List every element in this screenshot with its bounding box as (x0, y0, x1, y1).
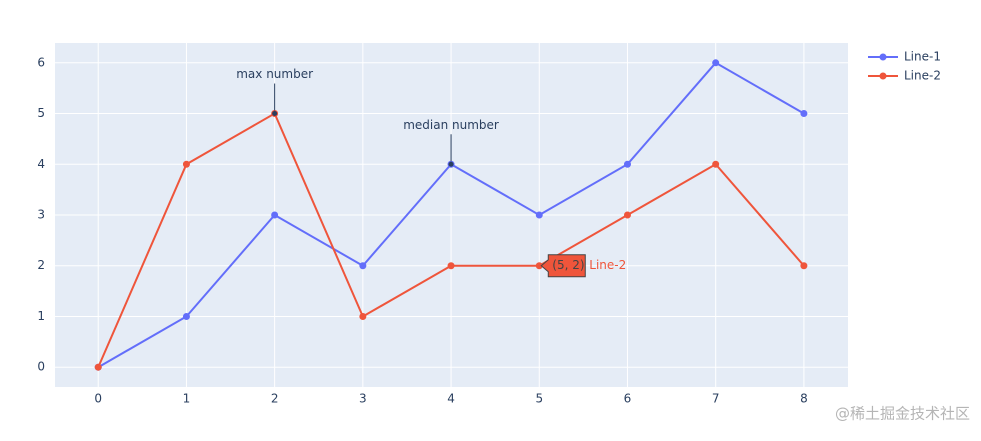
legend-label: Line-1 (904, 50, 941, 64)
x-tick-label: 8 (800, 392, 808, 406)
y-tick-label: 5 (37, 106, 45, 120)
y-tick-label: 4 (37, 157, 45, 171)
marker (447, 262, 455, 270)
marker (359, 262, 367, 270)
marker (182, 160, 190, 168)
marker (623, 211, 631, 219)
y-tick-label: 6 (37, 55, 45, 69)
marker (623, 160, 631, 168)
hover-name: Line-2 (589, 258, 626, 272)
y-tick-label: 3 (37, 208, 45, 222)
x-tick-label: 2 (271, 392, 279, 406)
annotation-text: max number (236, 67, 313, 81)
x-tick-label: 5 (535, 392, 543, 406)
overlay: max number median number (5, 2) Line-2 (236, 67, 626, 278)
marker (94, 363, 102, 371)
marker (535, 211, 543, 219)
marker (359, 312, 367, 320)
annotation-text: median number (403, 118, 499, 132)
annotation-point (272, 111, 278, 117)
x-tick-label: 3 (359, 392, 367, 406)
hover-text: (5, 2) (552, 258, 584, 272)
marker (182, 312, 190, 320)
marker (535, 262, 543, 270)
x-tick-label: 0 (94, 392, 102, 406)
watermark: @稀土掘金技术社区 (835, 405, 970, 423)
marker (712, 160, 720, 168)
legend-marker (879, 53, 887, 61)
marker (800, 110, 808, 118)
x-tick-label: 4 (447, 392, 455, 406)
x-tick-label: 1 (183, 392, 191, 406)
y-tick-label: 2 (37, 258, 45, 272)
marker (712, 59, 720, 67)
y-tick-label: 0 (37, 360, 45, 374)
y-tick-label: 1 (37, 309, 45, 323)
legend-label: Line-2 (904, 69, 941, 83)
x-tick-label: 6 (624, 392, 632, 406)
annotation-point (448, 161, 454, 167)
legend-marker (879, 72, 887, 80)
marker (271, 211, 279, 219)
x-tick-label: 7 (712, 392, 720, 406)
marker (800, 262, 808, 270)
hover-box (540, 254, 586, 278)
